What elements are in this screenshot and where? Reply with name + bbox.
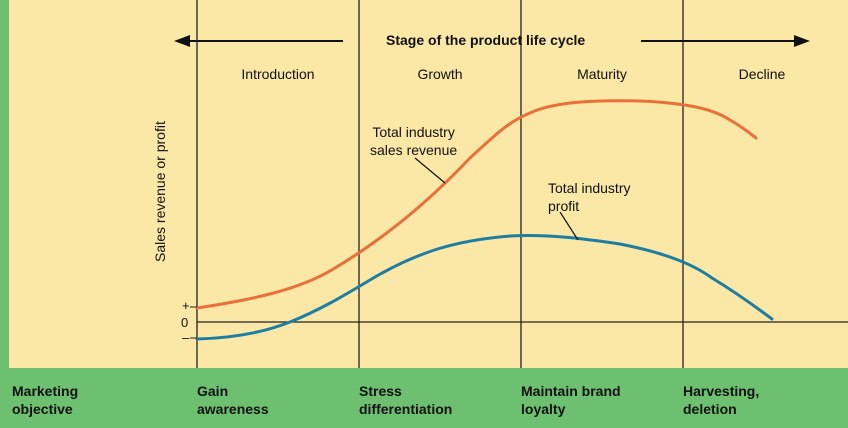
- arrow-left-head: [174, 35, 190, 47]
- stage-decline: Decline: [738, 66, 786, 82]
- objective-maturity: Maintain brand loyalty: [521, 382, 621, 418]
- revenue-curve: [195, 99, 758, 310]
- y-tick-plus: +: [182, 298, 190, 313]
- objective-growth-line2: differentiation: [359, 401, 453, 417]
- profit-label-line1: Total industry: [548, 180, 631, 196]
- profit-label-line2: profit: [548, 198, 580, 214]
- revenue-leader-line: [414, 157, 446, 184]
- stage-growth: Growth: [417, 66, 463, 82]
- chart-background: [0, 0, 848, 372]
- profit-leader-line: [559, 211, 579, 241]
- objective-introduction: Gain awareness: [197, 382, 269, 418]
- objective-row-label-line1: Marketing: [12, 383, 79, 399]
- objective-row-label-line2: objective: [12, 401, 73, 417]
- objective-decline: Harvesting, deletion: [683, 382, 759, 418]
- y-tick-minus: –: [182, 330, 190, 345]
- revenue-label-line2: sales revenue: [370, 142, 458, 158]
- revenue-label-line1: Total industry: [372, 124, 455, 140]
- stage-introduction: Introduction: [241, 66, 315, 82]
- objective-introduction-line2: awareness: [197, 401, 269, 417]
- diagram-title: Stage of the product life cycle: [386, 32, 586, 48]
- objectives-band: [0, 368, 848, 428]
- objective-growth-line1: Stress: [359, 383, 402, 399]
- stage-maturity: Maturity: [577, 66, 627, 82]
- arrow-right-head: [794, 35, 810, 47]
- profit-curve-label: Total industry profit: [548, 179, 630, 215]
- y-axis-label: Sales revenue or profit: [152, 121, 168, 262]
- objective-maturity-line2: loyalty: [521, 401, 566, 417]
- y-tick-zero: 0: [181, 315, 189, 330]
- left-band: [0, 0, 9, 372]
- revenue-curve-label: Total industry sales revenue: [370, 123, 457, 159]
- objective-introduction-line1: Gain: [197, 383, 229, 399]
- objective-growth: Stress differentiation: [359, 382, 452, 418]
- objective-row-label: Marketing objective: [12, 382, 78, 418]
- objective-maturity-line1: Maintain brand: [521, 383, 621, 399]
- objective-decline-line2: deletion: [683, 401, 737, 417]
- objective-decline-line1: Harvesting,: [683, 383, 760, 399]
- profit-curve: [195, 233, 774, 341]
